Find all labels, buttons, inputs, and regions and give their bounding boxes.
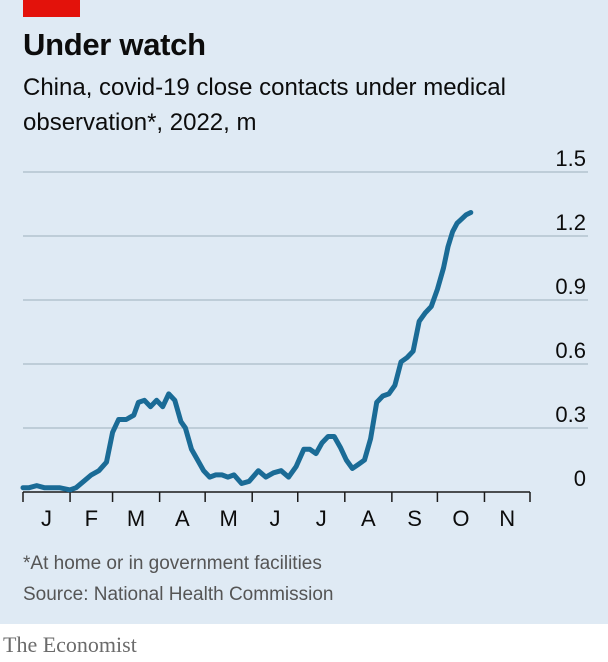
x-tick-label: J	[269, 506, 280, 531]
brand-accent-tag	[23, 0, 80, 17]
x-tick-label: M	[220, 506, 238, 531]
x-tick-label: M	[127, 506, 145, 531]
chart-subtitle: China, covid-19 close contacts under med…	[23, 74, 506, 136]
series-line-close-contacts	[20, 210, 474, 493]
y-tick-label: 0.3	[555, 402, 586, 427]
y-tick-label: 0.6	[555, 338, 586, 363]
y-tick-label: 0.9	[555, 274, 586, 299]
x-tick-label: N	[499, 506, 515, 531]
x-tick-label: A	[361, 506, 376, 531]
x-tick-label: O	[452, 506, 469, 531]
y-tick-label: 1.2	[555, 210, 586, 235]
y-tick-label: 0	[574, 466, 586, 491]
x-tick-label: F	[85, 506, 98, 531]
footnote: *At home or in government facilities	[23, 553, 322, 574]
x-tick-label: A	[175, 506, 190, 531]
x-tick-label: J	[41, 506, 52, 531]
chart-title: Under watch	[23, 27, 206, 62]
line-chart: 0 0.3 0.6 0.9 1.2 1.5 J F M A M J J A S O N	[20, 150, 588, 531]
source-note: Source: National Health Commission	[23, 584, 334, 605]
x-tick-label: S	[407, 506, 422, 531]
x-tick-label: J	[316, 506, 327, 531]
publisher-logo: The Economist	[3, 632, 137, 657]
y-tick-label: 1.5	[555, 150, 586, 171]
chart-panel	[0, 0, 608, 624]
